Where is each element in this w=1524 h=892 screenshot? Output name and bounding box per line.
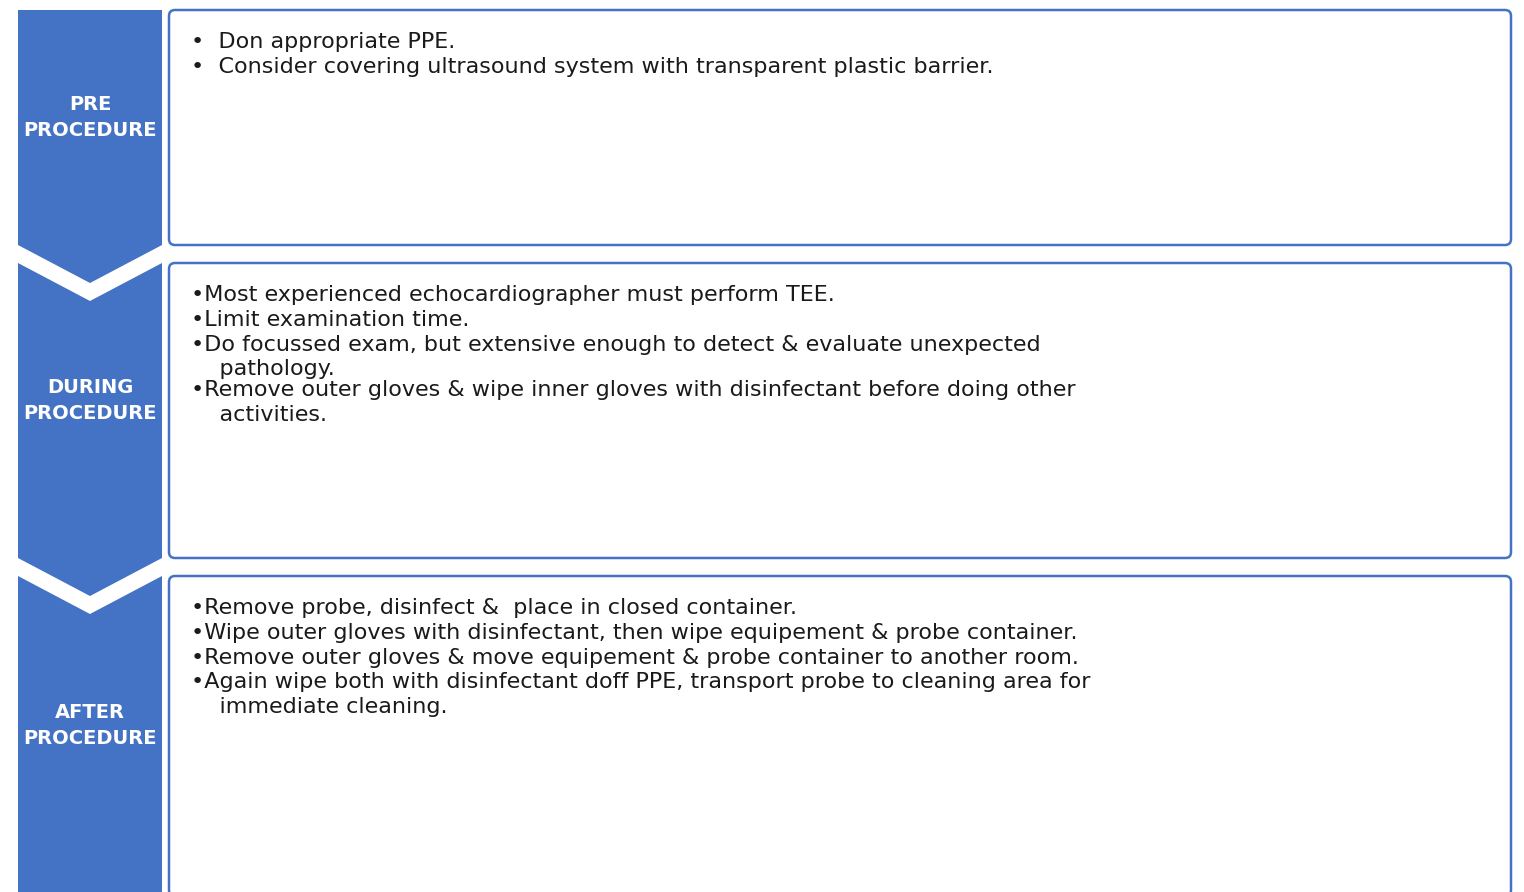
Text: •Again wipe both with disinfectant doff PPE, transport probe to cleaning area fo: •Again wipe both with disinfectant doff … xyxy=(190,673,1091,717)
Text: PRE: PRE xyxy=(69,95,111,113)
Text: •Wipe outer gloves with disinfectant, then wipe equipement & probe container.: •Wipe outer gloves with disinfectant, th… xyxy=(190,623,1077,643)
Text: •Limit examination time.: •Limit examination time. xyxy=(190,310,469,330)
Polygon shape xyxy=(18,576,162,892)
Text: DURING: DURING xyxy=(47,377,133,397)
Polygon shape xyxy=(18,263,162,596)
Text: •Remove outer gloves & move equipement & probe container to another room.: •Remove outer gloves & move equipement &… xyxy=(190,648,1079,667)
Polygon shape xyxy=(18,10,162,283)
Text: PROCEDURE: PROCEDURE xyxy=(23,120,157,140)
FancyBboxPatch shape xyxy=(169,576,1510,892)
Text: •Remove probe, disinfect &  place in closed container.: •Remove probe, disinfect & place in clos… xyxy=(190,598,797,618)
Text: •Remove outer gloves & wipe inner gloves with disinfectant before doing other
  : •Remove outer gloves & wipe inner gloves… xyxy=(190,381,1076,425)
Text: PROCEDURE: PROCEDURE xyxy=(23,729,157,748)
Text: •Do focussed exam, but extensive enough to detect & evaluate unexpected
    path: •Do focussed exam, but extensive enough … xyxy=(190,334,1041,379)
Text: AFTER: AFTER xyxy=(55,703,125,723)
Text: PROCEDURE: PROCEDURE xyxy=(23,403,157,423)
Text: •  Don appropriate PPE.: • Don appropriate PPE. xyxy=(190,32,456,52)
FancyBboxPatch shape xyxy=(169,10,1510,245)
FancyBboxPatch shape xyxy=(169,263,1510,558)
Text: •Most experienced echocardiographer must perform TEE.: •Most experienced echocardiographer must… xyxy=(190,285,835,305)
Text: •  Consider covering ultrasound system with transparent plastic barrier.: • Consider covering ultrasound system wi… xyxy=(190,57,994,77)
